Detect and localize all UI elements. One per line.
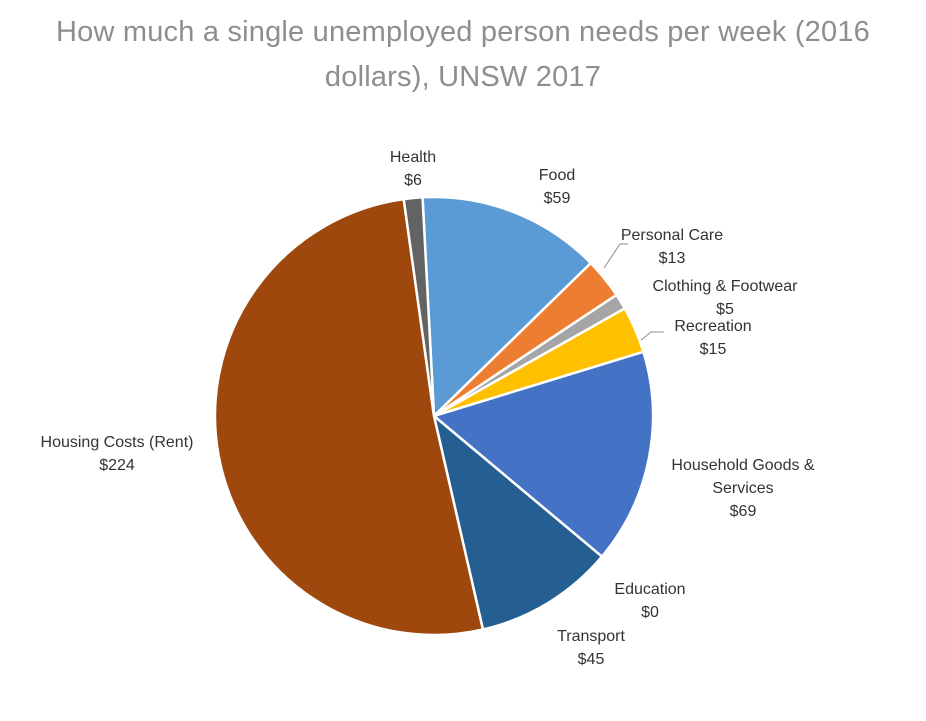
slice-health-label: Health $6 [390,149,436,189]
slice-labels: Food $59 Personal Care $13 Clothing & Footwe… [41,149,815,668]
slice-education-value-label: $0 [641,604,659,621]
leader-lines [603,243,664,341]
slice-food-name-label: Food [539,167,575,184]
slice-personal-care-value-label: $13 [659,250,686,267]
slice-personal-care-label: Personal Care $13 [621,227,723,267]
slice-personal-care-name-label: Personal Care [621,227,723,244]
slice-transport-label: Transport $45 [557,628,625,668]
slice-food [421,195,593,418]
slice-personal-care-leader-line [603,243,628,269]
slice-health-name-label: Health [390,149,436,166]
slice-recreation-label: Recreation $15 [674,318,751,358]
chart-title: How much a single unemployed person need… [0,10,926,100]
slice-housing-costs-rent-value-label: $224 [99,457,135,474]
slice-household-goods-and-services [432,350,655,558]
chart-title-line-2: dollars), UNSW 2017 [324,61,602,93]
slice-clothing-and-footwear-value-label: $5 [716,301,734,318]
slice-housing-costs-rent [213,197,485,637]
slice-transport-value-label: $45 [578,651,605,668]
slice-transport-name-label: Transport [557,628,625,645]
slice-household-goods-and-services-name-label: Household Goods & [671,457,815,474]
slice-household-goods-and-services-value-label: $69 [730,503,757,520]
slice-health-value-label: $6 [404,172,422,189]
slice-education-label: Education $0 [614,581,685,621]
slice-housing-costs-rent-label: Housing Costs (Rent) $224 [41,434,194,474]
slice-recreation-name-label: Recreation [674,318,751,335]
slice-household-goods-and-services-label: Household Goods & Services $69 [671,457,815,520]
slice-household-goods-and-services-name-label: Services [712,480,773,497]
chart-title-line-1: How much a single unemployed person need… [55,16,870,48]
slice-food-label: Food $59 [539,167,575,207]
slice-health [402,196,436,418]
slice-clothing-and-footwear-name-label: Clothing & Footwear [653,278,799,295]
slice-food-value-label: $59 [544,190,571,207]
pie-slices [213,195,655,637]
slice-recreation-leader-line [640,331,664,341]
slice-transport [432,414,604,631]
slice-education-name-label: Education [614,581,685,598]
slice-clothing-and-footwear-label: Clothing & Footwear $5 [653,278,799,318]
slice-recreation-value-label: $15 [700,341,727,358]
slice-housing-costs-rent-name-label: Housing Costs (Rent) [41,434,194,451]
